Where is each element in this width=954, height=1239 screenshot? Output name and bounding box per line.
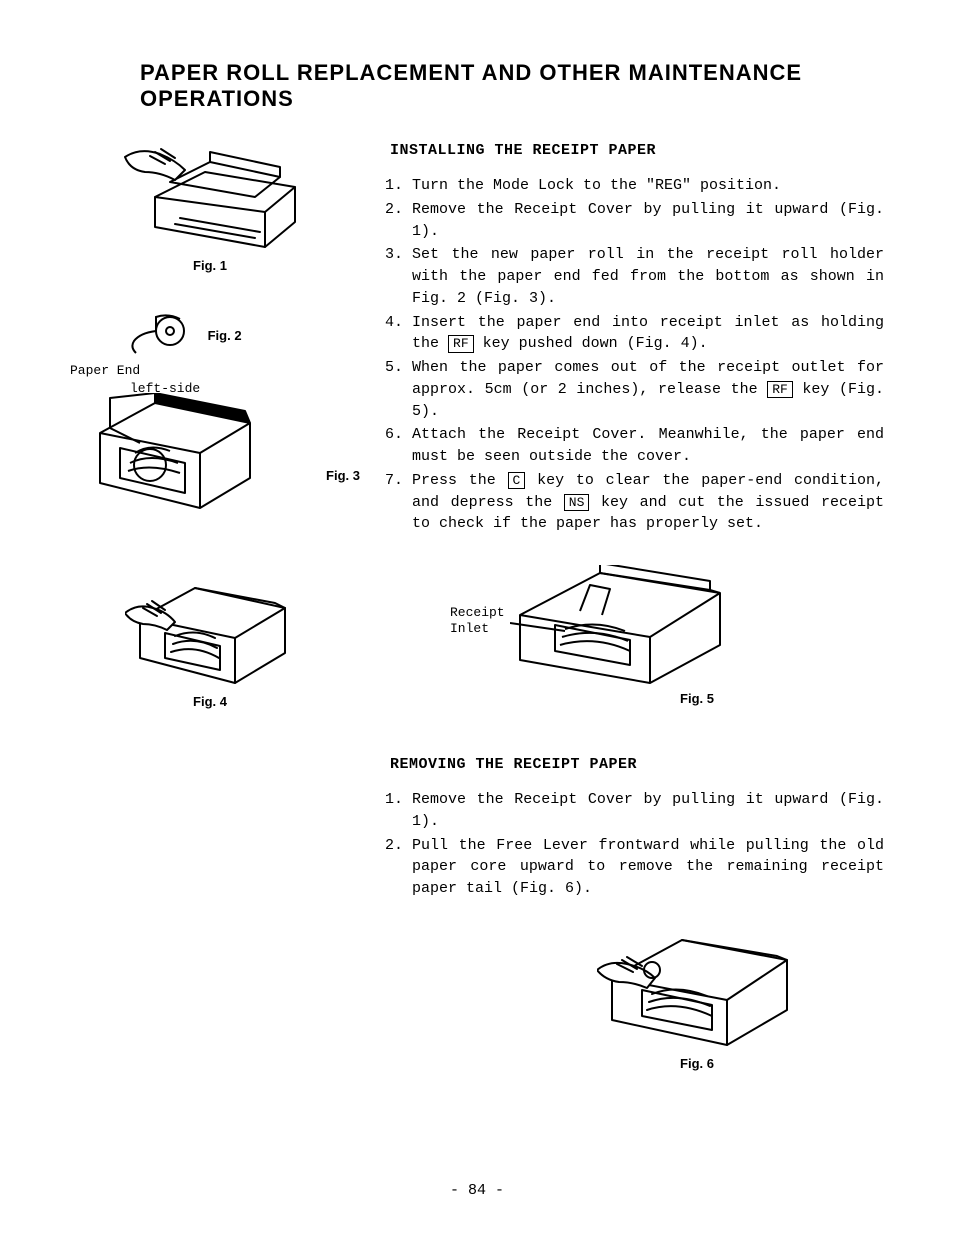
rf-key: RF: [767, 381, 793, 399]
remove-heading: REMOVING THE RECEIPT PAPER: [390, 756, 884, 773]
figure-5: Receipt Inlet: [450, 565, 884, 706]
manual-page: PAPER ROLL REPLACEMENT AND OTHER MAINTEN…: [0, 0, 954, 1239]
install-step-1: Turn the Mode Lock to the "REG" position…: [412, 175, 884, 197]
fig2-caption: Fig. 2: [208, 328, 242, 343]
install-step-2: Remove the Receipt Cover by pulling it u…: [412, 199, 884, 243]
figure-6: Fig. 6: [510, 930, 884, 1071]
fig2-illustration: [130, 313, 190, 358]
fig1-illustration: [115, 142, 305, 252]
c-key: C: [508, 472, 526, 490]
fig1-caption: Fig. 1: [70, 258, 350, 273]
content-columns: Fig. 1 Fig. 2 Paper End: [70, 142, 884, 1071]
page-number: - 84 -: [0, 1182, 954, 1199]
fig5-anno-2: Inlet: [450, 621, 489, 636]
fig2-anno-paper-end: Paper End: [70, 363, 140, 378]
page-title: PAPER ROLL REPLACEMENT AND OTHER MAINTEN…: [140, 60, 884, 112]
fig6-illustration: [597, 930, 797, 1050]
fig3-caption: Fig. 3: [326, 468, 360, 483]
install-step-3: Set the new paper roll in the receipt ro…: [412, 244, 884, 309]
fig5-anno-1: Receipt: [450, 605, 505, 620]
fig5-illustration: [510, 565, 730, 685]
fig6-caption: Fig. 6: [510, 1056, 884, 1071]
install-step-6: Attach the Receipt Cover. Meanwhile, the…: [412, 424, 884, 468]
install-step-4: Insert the paper end into receipt inlet …: [412, 312, 884, 356]
fig4-illustration: [125, 578, 295, 688]
figure-2-3-group: Fig. 2 Paper End left-side: [70, 313, 350, 518]
fig4-caption: Fig. 4: [70, 694, 350, 709]
right-column: INSTALLING THE RECEIPT PAPER Turn the Mo…: [390, 142, 884, 1071]
fig3-illustration: [90, 393, 260, 513]
rf-key: RF: [448, 335, 474, 353]
install-step-7: Press the C key to clear the paper-end c…: [412, 470, 884, 535]
ns-key: NS: [564, 494, 590, 512]
install-step-5: When the paper comes out of the receipt …: [412, 357, 884, 422]
install-steps: Turn the Mode Lock to the "REG" position…: [390, 175, 884, 535]
figure-4: Fig. 4: [70, 578, 350, 709]
install-heading: INSTALLING THE RECEIPT PAPER: [390, 142, 884, 159]
left-column: Fig. 1 Fig. 2 Paper End: [70, 142, 350, 1071]
fig5-caption: Fig. 5: [510, 691, 884, 706]
remove-step-2: Pull the Free Lever frontward while pull…: [412, 835, 884, 900]
figure-1: Fig. 1: [70, 142, 350, 273]
remove-step-1: Remove the Receipt Cover by pulling it u…: [412, 789, 884, 833]
remove-steps: Remove the Receipt Cover by pulling it u…: [390, 789, 884, 900]
